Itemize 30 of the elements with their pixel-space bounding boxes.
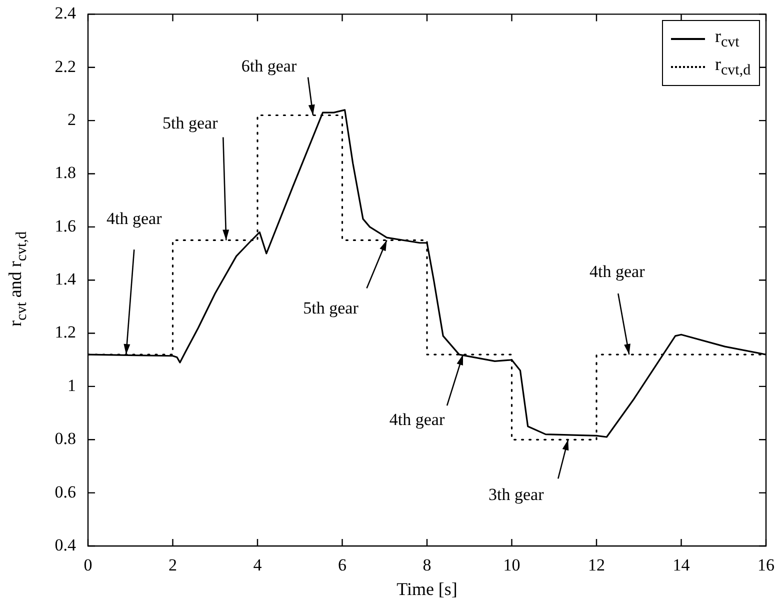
annotation: 4th gear bbox=[590, 262, 646, 282]
annotation: 5th gear bbox=[303, 298, 359, 318]
legend-label: r$_{cvt}$ bbox=[715, 26, 740, 52]
y-tick-label: 0.6 bbox=[54, 482, 76, 502]
x-tick-label: 14 bbox=[672, 556, 690, 575]
y-tick-label: 2.2 bbox=[54, 56, 76, 76]
y-tick-label: 1.2 bbox=[54, 322, 76, 342]
x-tick-label: 12 bbox=[588, 556, 605, 575]
y-tick-label: 1 bbox=[68, 376, 76, 395]
annotation: 3th gear bbox=[488, 485, 544, 504]
x-tick-label: 10 bbox=[503, 556, 520, 575]
y-tick-label: 1.4 bbox=[54, 270, 76, 289]
y-tick-label: 0.8 bbox=[54, 429, 76, 448]
annotation: 4th gear bbox=[106, 209, 162, 228]
y-tick-label: 1.8 bbox=[54, 163, 76, 182]
x-tick-label: 4 bbox=[253, 556, 262, 575]
x-tick-label: 2 bbox=[168, 556, 177, 575]
legend-label: r$_{cvt,d}$ bbox=[715, 54, 751, 80]
y-tick-label: 1.6 bbox=[54, 216, 76, 236]
x-axis-title: Time [s] bbox=[396, 578, 458, 599]
x-tick-label: 16 bbox=[758, 556, 774, 575]
x-tick-label: 6 bbox=[338, 556, 346, 575]
y-tick-label: 2 bbox=[68, 110, 76, 130]
x-tick-label: 0 bbox=[84, 556, 92, 575]
y-tick-label: 2.4 bbox=[54, 4, 76, 23]
y-tick-label: 0.4 bbox=[54, 535, 76, 554]
x-tick-label: 8 bbox=[422, 556, 432, 575]
annotation: 4th gear bbox=[389, 410, 445, 430]
annotation: 6th gear bbox=[241, 56, 297, 76]
annotation: 5th gear bbox=[162, 114, 218, 133]
